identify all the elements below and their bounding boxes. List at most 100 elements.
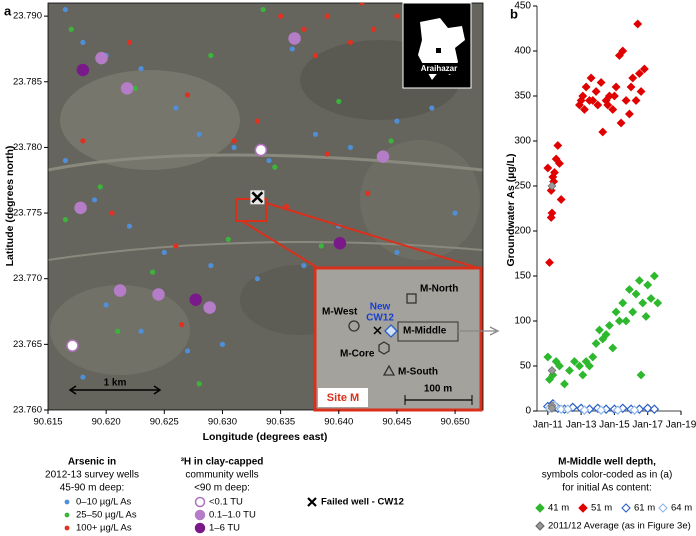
data-point xyxy=(608,343,618,353)
connector xyxy=(265,202,479,269)
data-point xyxy=(621,316,631,326)
data-point xyxy=(629,405,640,415)
inset-label: M-South xyxy=(398,367,438,378)
y-tick-label: 23.785 xyxy=(13,76,42,87)
well-point xyxy=(324,13,330,19)
tritium-point xyxy=(189,293,202,306)
data-point xyxy=(624,285,634,294)
failed-well xyxy=(251,191,264,204)
inset-label: New xyxy=(370,302,391,313)
y-tick-label: 23.760 xyxy=(13,405,42,416)
data-point xyxy=(631,96,641,105)
legend-swatch xyxy=(578,503,588,513)
data-point xyxy=(653,298,663,308)
x-tick-label: 90.615 xyxy=(33,417,62,428)
legend-label: <0.1 TU xyxy=(209,497,243,508)
well-point xyxy=(138,328,144,334)
locator-label: Bangladesh xyxy=(411,6,462,16)
data-point xyxy=(585,361,594,371)
data-point xyxy=(618,298,628,308)
tritium-point xyxy=(113,284,127,297)
data-point xyxy=(588,96,598,105)
x-tick-label: 90.620 xyxy=(92,417,121,428)
well-point xyxy=(347,144,354,151)
data-point xyxy=(570,357,579,366)
y-tick-label: 100 xyxy=(514,316,531,327)
data-point xyxy=(575,361,584,371)
data-point xyxy=(614,316,624,326)
well-point xyxy=(289,46,295,52)
data-point xyxy=(646,294,656,303)
data-point xyxy=(547,366,557,375)
legend-label: Failed well - CW12 xyxy=(321,497,404,508)
data-point xyxy=(553,141,563,150)
legends: Arsenic in 2012-13 survey wells 45-90 m de… xyxy=(45,457,692,534)
data-point xyxy=(547,403,557,413)
legend-swatch xyxy=(194,522,206,534)
x-tick-label: 90.640 xyxy=(324,417,353,428)
well-point xyxy=(150,269,156,275)
data-point xyxy=(547,208,557,218)
scale-bar: 1 km xyxy=(68,378,162,395)
inset-label: M-West xyxy=(322,307,358,318)
tritium-point xyxy=(76,63,90,77)
legend-swatch xyxy=(194,509,206,521)
tritium-point xyxy=(66,339,79,352)
data-point xyxy=(608,105,618,114)
well-point xyxy=(301,262,307,269)
x-tick-label: 90.650 xyxy=(441,417,470,428)
well-point xyxy=(359,3,365,6)
tritium-point xyxy=(152,288,165,301)
well-point xyxy=(312,52,319,59)
tritium-point xyxy=(288,32,301,45)
well-point xyxy=(68,26,74,32)
y-tick-label: 450 xyxy=(514,1,531,12)
legend-title: 45-90 m deep: xyxy=(60,483,125,494)
data-point xyxy=(581,82,591,92)
data-point xyxy=(611,307,621,317)
well-point xyxy=(62,157,69,164)
x-tick-label: 90.645 xyxy=(382,417,411,428)
inset-label: M-North xyxy=(420,284,458,295)
arrow xyxy=(458,326,500,336)
data-point xyxy=(543,352,553,362)
legend-swatch xyxy=(64,499,70,505)
legend-title: <90 m deep: xyxy=(194,483,250,494)
legend-swatch xyxy=(307,497,317,507)
inset-label: CW12 xyxy=(366,313,394,324)
data-point xyxy=(578,370,588,380)
data-point xyxy=(586,73,596,83)
connector xyxy=(241,220,319,269)
well-point xyxy=(301,26,307,32)
well-point xyxy=(429,105,435,111)
data-point xyxy=(580,105,589,114)
data-point xyxy=(618,46,628,56)
legend-label: 100+ µg/L As xyxy=(76,523,132,534)
legend-label: 61 m xyxy=(634,503,655,514)
data-point xyxy=(556,195,566,204)
data-point xyxy=(555,361,564,371)
y-tick-label: 200 xyxy=(514,226,531,237)
data-point xyxy=(643,280,653,290)
data-point xyxy=(621,96,631,105)
well-point xyxy=(196,131,202,137)
legend-swatch xyxy=(64,525,70,531)
x-tick-label: Jan-11 xyxy=(533,420,563,431)
y-tick-label: 0 xyxy=(525,406,531,417)
well-point xyxy=(278,13,284,19)
tritium-point xyxy=(74,201,87,215)
tritium-point xyxy=(203,301,216,314)
well-point xyxy=(388,138,394,144)
data-point xyxy=(598,127,608,137)
data-point xyxy=(636,87,646,96)
legend-title: ³H in clay-capped xyxy=(181,457,264,468)
data-point xyxy=(628,73,638,83)
legend-swatch xyxy=(194,496,206,508)
data-point xyxy=(611,82,621,92)
legend-title: Arsenic in xyxy=(68,457,116,468)
scale-label: 1 km xyxy=(104,378,127,389)
tritium-point xyxy=(333,237,347,250)
well-point xyxy=(336,98,342,105)
tritium-point xyxy=(376,150,390,163)
